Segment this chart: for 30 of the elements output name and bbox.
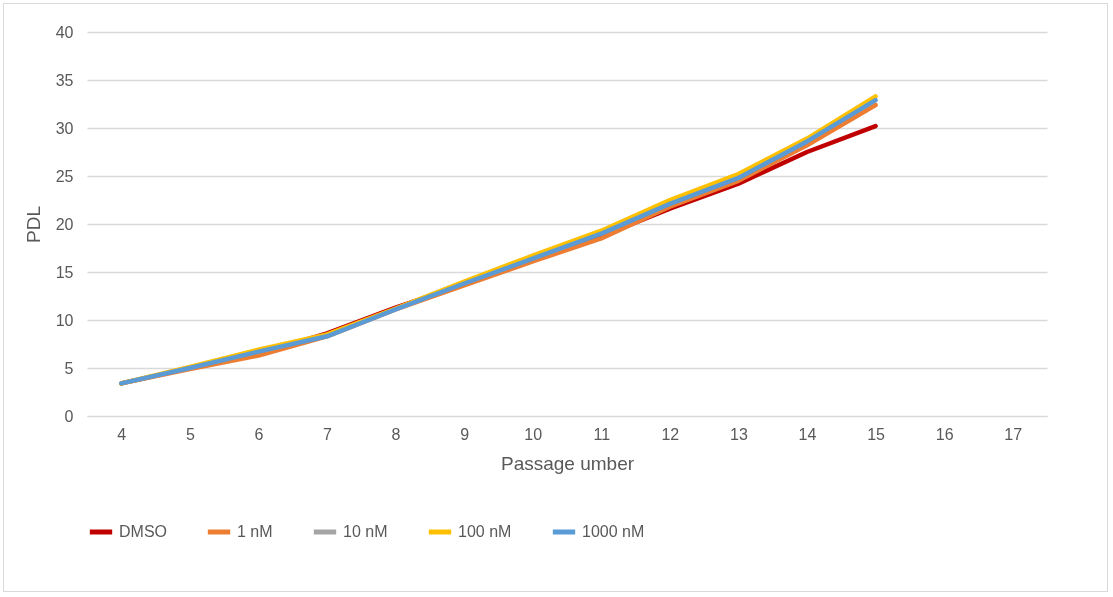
y-tick-label: 10 xyxy=(55,311,74,329)
legend-label: 1000 nM xyxy=(582,523,645,540)
y-tick-label: 5 xyxy=(64,359,74,377)
x-tick-label: 15 xyxy=(867,425,886,443)
x-tick-label: 14 xyxy=(798,425,817,443)
y-tick-label: 30 xyxy=(55,119,74,137)
legend-label: 100 nM xyxy=(458,523,512,540)
y-tick-label: 15 xyxy=(55,263,74,281)
y-tick-label: 0 xyxy=(64,407,74,425)
x-tick-label: 16 xyxy=(935,425,954,443)
x-axis-title: Passage umber xyxy=(500,452,635,474)
y-tick-label: 20 xyxy=(55,215,74,233)
x-tick-label: 17 xyxy=(1004,425,1023,443)
y-tick-label: 25 xyxy=(55,167,74,185)
y-axis-title: PDL xyxy=(22,206,44,243)
y-tick-label: 35 xyxy=(55,71,74,89)
x-tick-label: 4 xyxy=(117,425,127,443)
x-tick-label: 5 xyxy=(185,425,195,443)
x-tick-label: 8 xyxy=(391,425,401,443)
y-tick-label: 40 xyxy=(55,23,74,41)
legend-label: DMSO xyxy=(119,523,167,540)
x-tick-label: 11 xyxy=(593,425,611,443)
x-tick-label: 12 xyxy=(661,425,680,443)
x-tick-label: 10 xyxy=(524,425,543,443)
x-tick-label: 13 xyxy=(730,425,748,443)
x-tick-label: 6 xyxy=(254,425,264,443)
x-tick-label: 7 xyxy=(323,425,333,443)
legend-label: 10 nM xyxy=(343,523,388,540)
legend-label: 1 nM xyxy=(237,523,273,540)
x-tick-label: 9 xyxy=(460,425,470,443)
